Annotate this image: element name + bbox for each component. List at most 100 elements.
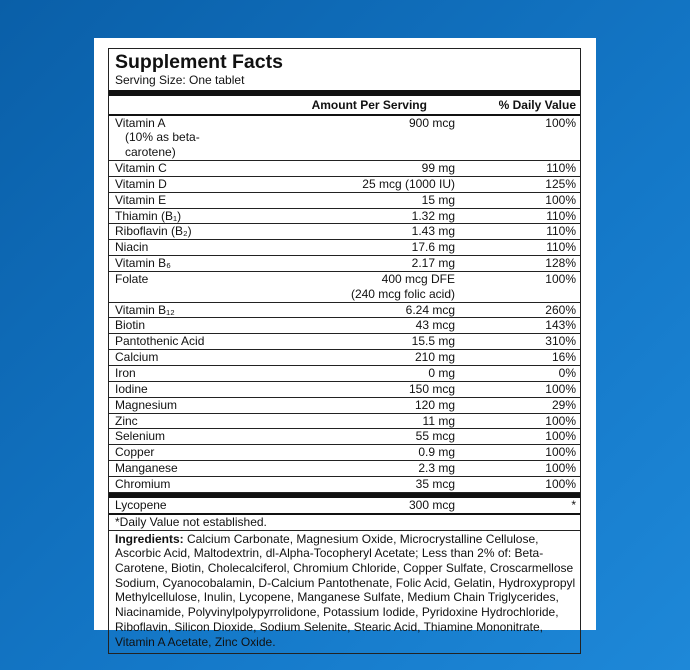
daily-value: 100% xyxy=(545,413,576,428)
amount-cell: 0.9 mg xyxy=(235,445,455,460)
ingredients: Ingredients: Calcium Carbonate, Magnesiu… xyxy=(115,531,576,650)
nutrient-name: Vitamin C xyxy=(115,161,167,176)
daily-value: 143% xyxy=(545,318,576,333)
amount: 300 mcg xyxy=(408,497,455,512)
daily-value: 100% xyxy=(545,461,576,476)
nutrient-row: Riboflavin (B₂) 1.43 mg 110% xyxy=(109,224,580,241)
nutrient-row: Copper 0.9 mg 100% xyxy=(109,445,580,462)
nutrient-row: Iron 0 mg 0% xyxy=(109,366,580,382)
amount: 210 mg xyxy=(414,350,455,365)
nutrient-cell: Iron xyxy=(115,366,235,381)
daily-value: 100% xyxy=(545,445,576,460)
nutrient-cell: Vitamin B₁₂ xyxy=(115,303,235,318)
daily-value: 100% xyxy=(545,476,576,491)
amount-note: (240 mcg folic acid) xyxy=(350,286,455,301)
nutrient-name: Vitamin B₆ xyxy=(115,256,171,271)
daily-value: 110% xyxy=(546,208,576,223)
nutrient-row: Lycopene 300 mcg * xyxy=(109,492,580,515)
amount: 15 mg xyxy=(421,192,455,207)
nutrient-cell: Iodine xyxy=(115,382,235,397)
nutrient-cell: Vitamin E xyxy=(115,193,235,208)
nutrient-row: Vitamin E 15 mg 100% xyxy=(109,193,580,209)
amount-cell: 99 mg xyxy=(235,161,455,176)
daily-value: 100% xyxy=(545,115,576,130)
card: Supplement Facts Serving Size: One table… xyxy=(94,38,596,655)
nutrient-name: Vitamin A xyxy=(115,115,166,130)
nutrient-cell: Vitamin A (10% as beta-carotene) xyxy=(115,116,235,161)
amount: 120 mg xyxy=(414,397,455,412)
nutrient-name: Thiamin (B₁) xyxy=(115,208,182,223)
daily-value: 100% xyxy=(545,381,576,396)
nutrient-row: Vitamin A (10% as beta-carotene) 900 mcg 10… xyxy=(109,116,580,162)
nutrient-name: Iron xyxy=(115,366,136,380)
nutrient-row: Calcium 210 mg 16% xyxy=(109,350,580,366)
amount: 2.3 mg xyxy=(418,461,455,476)
amount-cell: 15 mg xyxy=(235,193,455,208)
daily-value: 110% xyxy=(546,161,576,176)
daily-value: 100% xyxy=(545,192,576,207)
daily-value: 110% xyxy=(546,224,576,239)
amount-cell: 35 mcg xyxy=(235,477,455,492)
nutrient-name: Magnesium xyxy=(115,397,178,412)
nutrient-name: Vitamin D xyxy=(115,176,167,191)
nutrient-row: Vitamin B₁₂ 6.24 mcg 260% xyxy=(109,303,580,319)
nutrient-cell: Calcium xyxy=(115,350,235,365)
amount: 0.9 mg xyxy=(418,445,455,460)
amount: 35 mcg xyxy=(415,476,455,491)
nutrient-name: Biotin xyxy=(115,318,146,333)
amount-cell: 300 mcg xyxy=(235,498,455,513)
nutrient-name: Niacin xyxy=(115,240,149,255)
amount: 150 mcg xyxy=(408,381,455,396)
column-header: Amount Per Serving % Daily Value xyxy=(109,96,580,116)
nutrient-row: Manganese 2.3 mg 100% xyxy=(109,461,580,477)
amount: 17.6 mg xyxy=(411,240,455,255)
nutrient-name: Iodine xyxy=(115,381,148,396)
amount-cell: 210 mg xyxy=(235,350,455,365)
nutrient-name: Pantothenic Acid xyxy=(115,334,205,349)
nutrient-name: Chromium xyxy=(115,476,171,491)
serving-size: Serving Size: One tablet xyxy=(109,73,580,96)
nutrient-cell: Magnesium xyxy=(115,398,235,413)
amount: 0 mg xyxy=(428,366,455,380)
amount: 99 mg xyxy=(421,161,455,176)
amount: 1.32 mg xyxy=(411,208,455,223)
daily-value: 128% xyxy=(545,256,576,271)
ingredients-text: Calcium Carbonate, Magnesium Oxide, Micr… xyxy=(115,531,576,649)
amount-cell: 55 mcg xyxy=(235,429,455,444)
ingredients-label: Ingredients: xyxy=(115,531,184,546)
amount: 25 mcg (1000 IU) xyxy=(362,176,455,191)
nutrient-cell: Manganese xyxy=(115,461,235,476)
nutrient-cell: Chromium xyxy=(115,477,235,492)
daily-value: 29% xyxy=(551,397,576,412)
amount-cell: 43 mcg xyxy=(235,318,455,333)
amount: 15.5 mg xyxy=(411,334,455,349)
extra-rows: Lycopene 300 mcg * xyxy=(109,492,580,515)
daily-value: 100% xyxy=(545,271,576,286)
daily-value: * xyxy=(571,497,576,512)
nutrient-name: Zinc xyxy=(115,413,138,428)
amount-cell: 150 mcg xyxy=(235,382,455,397)
daily-value: 100% xyxy=(545,429,576,444)
amount-cell: 900 mcg xyxy=(235,116,455,161)
amount-cell: 400 mcg DFE (240 mcg folic acid) xyxy=(235,272,455,302)
nutrient-cell: Copper xyxy=(115,445,235,460)
nutrient-cell: Pantothenic Acid xyxy=(115,334,235,349)
amount-cell: 1.32 mg xyxy=(235,209,455,224)
amount-cell: 120 mg xyxy=(235,398,455,413)
amount: 1.43 mg xyxy=(411,224,455,239)
amount: 400 mcg DFE xyxy=(381,271,455,286)
nutrient-row: Magnesium 120 mg 29% xyxy=(109,398,580,414)
nutrient-cell: Vitamin B₆ xyxy=(115,256,235,271)
amount-cell: 0 mg xyxy=(235,366,455,381)
nutrient-row: Chromium 35 mcg 100% xyxy=(109,477,580,493)
daily-value: 125% xyxy=(545,176,576,191)
amount-cell: 2.17 mg xyxy=(235,256,455,271)
daily-value: 0% xyxy=(558,366,576,380)
amount: 55 mcg xyxy=(415,429,455,444)
amount: 43 mcg xyxy=(415,318,455,333)
footnote: *Daily Value not established. xyxy=(109,515,580,531)
nutrient-name: Riboflavin (B₂) xyxy=(115,224,192,239)
nutrient-row: Folate 400 mcg DFE (240 mcg folic acid) 100… xyxy=(109,272,580,303)
nutrient-cell: Biotin xyxy=(115,318,235,333)
